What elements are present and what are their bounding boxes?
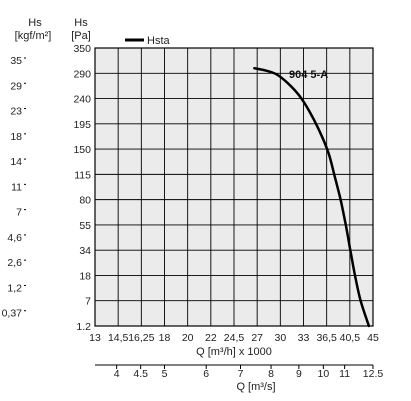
y-axis-header: Hs [74, 17, 88, 29]
secondary-tick-label: 8 [268, 368, 274, 380]
x-tick-label: 36,5 [316, 332, 337, 344]
secondary-tick-label: 4 [114, 368, 120, 380]
x-axis-label: Q [m³/h] x 1000 [196, 346, 272, 358]
y-tick-label: 195 [73, 119, 91, 131]
x-tick-label: 20 [182, 332, 194, 344]
left-tick-label: 11 [11, 181, 22, 193]
x-tick-label: 40,5 [340, 332, 361, 344]
y-tick-label: 55 [79, 220, 91, 232]
y-tick-label: 34 [79, 245, 91, 257]
series-label: 904 5-A [289, 69, 328, 81]
y-tick-label: 350 [73, 43, 91, 55]
left-tick-label: 29 [10, 80, 22, 92]
y-tick-label: 1.2 [76, 321, 91, 333]
secondary-axis-ticks: 4 4.5 5 6 7 8 9 10 11 12.5 [114, 365, 384, 380]
y-tick-label: 290 [73, 68, 91, 80]
secondary-tick-label: 6 [203, 368, 209, 380]
x-tick-label: 24,5 [224, 332, 245, 344]
left-tick-label: 4,6 [7, 232, 22, 244]
left-tick-label: 2,6 [7, 257, 22, 269]
x-tick-label: 13 [89, 332, 101, 344]
y-tick-label: 7 [85, 296, 91, 308]
secondary-axis-label: Q [m³/s] [236, 381, 275, 393]
secondary-tick-label: 5 [162, 368, 168, 380]
left-tick-label: 35 [10, 55, 22, 67]
y-tick-label: 80 [79, 195, 91, 207]
x-tick-label: 18 [159, 332, 171, 344]
secondary-tick-label: 4.5 [133, 368, 148, 380]
y-tick-label: 115 [74, 169, 91, 181]
secondary-tick-label: 12.5 [363, 368, 384, 380]
left-axis-ticks: 35 29 23 18 14 11 7 4,6 2,6 1,2 0,37 [2, 55, 26, 320]
left-tick-label: 23 [10, 106, 22, 118]
left-axis-unit: [kgf/m²] [15, 30, 52, 42]
x-tick-label: 16,25 [128, 332, 154, 344]
left-tick-label: 7 [16, 207, 22, 219]
x-tick-label: 22 [205, 332, 217, 344]
y-tick-label: 18 [79, 270, 91, 282]
left-tick-label: 1,2 [7, 282, 22, 294]
y-tick-label: 240 [73, 94, 91, 106]
x-tick-label: 14,5 [108, 332, 129, 344]
secondary-tick-label: 11 [339, 368, 350, 380]
secondary-tick-label: 9 [296, 368, 302, 380]
secondary-tick-label: 10 [318, 368, 330, 380]
x-tick-label: 33 [298, 332, 310, 344]
legend-label: Hsta [147, 35, 171, 47]
x-axis-ticks: 13 14,5 16,25 18 20 22 24,5 27 30 33 36,5 40,5 45 [89, 332, 379, 344]
y-tick-label: 150 [73, 144, 91, 156]
left-axis-header: Hs [28, 17, 42, 29]
y-axis-ticks: 350 290 240 195 150 115 80 55 34 18 7 1.2 [73, 43, 91, 333]
secondary-tick-label: 7 [238, 368, 244, 380]
left-tick-label: 14 [10, 156, 22, 168]
series-line [253, 66, 371, 328]
plot-frame [94, 47, 374, 327]
curves [253, 66, 371, 328]
x-tick-label: 30 [274, 332, 286, 344]
y-axis-unit: [Pa] [71, 30, 91, 42]
x-tick-label: 27 [251, 332, 263, 344]
x-tick-label: 45 [367, 332, 379, 344]
left-tick-label: 18 [10, 131, 22, 143]
left-tick-label: 0,37 [2, 308, 23, 320]
